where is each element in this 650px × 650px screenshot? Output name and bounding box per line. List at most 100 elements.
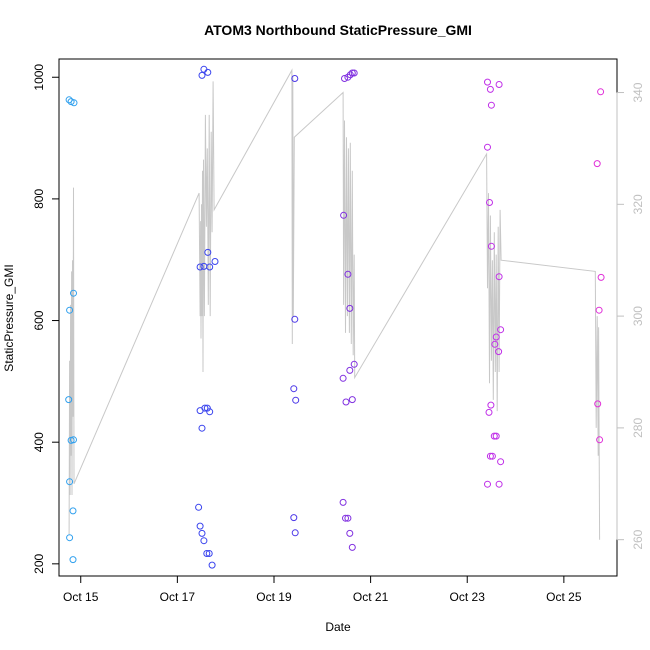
y2-tick-label: 280 [631,418,645,438]
data-point [66,534,74,542]
data-point [487,401,495,409]
x-axis: Oct 15 Oct 17 Oct 19 Oct 21 Oct 23 Oct 25 [63,575,582,604]
x-tick-label: Oct 25 [546,590,582,604]
data-point [206,263,214,271]
data-point [198,529,206,537]
y-axis: 200 400 600 800 1000 [32,64,60,574]
data-point [66,478,74,486]
y2-axis: 260 280 300 320 340 [616,82,645,550]
x-tick-label: Oct 19 [256,590,292,604]
data-point [66,306,74,314]
data-point [350,360,358,368]
data-point [70,289,77,297]
data-point [484,143,491,151]
series-line-layer [68,68,601,540]
series-line [68,68,601,540]
data-point [291,315,299,323]
x-axis-label: Date [325,620,351,634]
data-point [497,326,505,334]
y2-tick-label: 300 [631,306,645,326]
data-point [339,498,347,506]
data-point [484,480,491,488]
data-point [198,71,206,79]
data-point [495,348,503,356]
data-point [196,263,204,271]
data-point [348,543,356,551]
data-point [291,529,299,537]
data-point [490,432,498,440]
data-point [344,270,352,278]
x-tick-label: Oct 21 [353,590,389,604]
data-point [486,199,493,206]
data-point [344,514,352,522]
y-tick-label: 400 [32,432,46,452]
y-tick-label: 200 [32,554,46,574]
data-point [339,374,347,382]
y2-tick-label: 320 [631,194,645,214]
y2-tick-label: 340 [631,82,645,102]
data-point [195,503,203,511]
data-point [208,561,216,569]
data-point [70,99,78,107]
data-point [290,514,298,522]
data-point [348,69,356,77]
data-point [346,71,354,79]
points-layer [65,65,605,569]
chart-title: ATOM3 Northbound StaticPressure_GMI [204,22,472,38]
data-point [484,78,491,86]
data-point [597,273,605,281]
data-point [200,537,208,545]
plot-frame [58,58,618,577]
data-point [70,436,77,444]
data-point [291,75,299,82]
x-tick-label: Oct 17 [160,590,196,604]
data-point [342,514,349,522]
y-tick-label: 600 [32,310,46,330]
data-point [487,101,495,109]
data-point [488,452,496,460]
data-point [597,88,605,96]
x-tick-label: Oct 15 [63,590,99,604]
data-point [486,452,494,460]
data-point [340,211,348,219]
data-point [485,408,493,416]
data-point [346,366,354,374]
data-point [200,65,208,73]
data-point [342,398,350,406]
x-tick-label: Oct 23 [450,590,486,604]
data-point [292,396,300,404]
data-point [201,404,209,412]
data-point [492,333,500,341]
data-point [593,160,601,168]
data-point [495,273,503,281]
data-point [486,85,494,93]
data-point [348,396,356,404]
data-point [346,304,354,312]
data-point [495,480,503,488]
y-tick-label: 800 [32,189,46,209]
data-point [344,73,352,81]
data-point [69,556,77,564]
y-axis-label: StaticPressure_GMI [2,264,16,371]
data-point [204,248,212,256]
data-point [69,507,77,515]
data-point [198,424,206,432]
data-point [65,96,73,104]
data-point [495,81,503,88]
data-point [196,522,204,530]
data-point [350,69,358,77]
data-point [492,432,500,440]
data-point [203,550,211,557]
data-point [341,75,348,82]
data-point [204,68,212,76]
data-point [596,436,604,444]
data-point [290,385,298,393]
data-point [346,529,354,537]
data-point [487,242,495,250]
data-point [206,408,214,416]
data-point [595,306,603,314]
data-point [65,396,73,404]
data-point [203,404,211,412]
data-point [211,258,219,265]
data-point [491,340,499,348]
